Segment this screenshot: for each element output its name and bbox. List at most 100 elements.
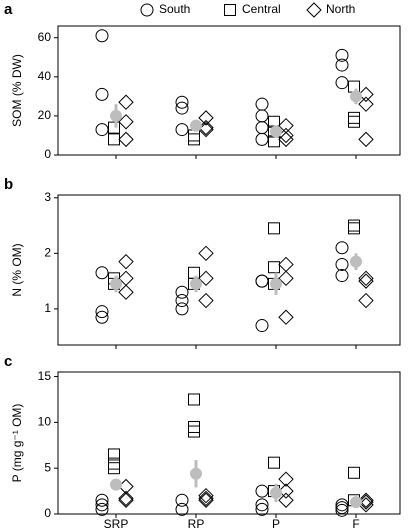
data-point xyxy=(255,109,269,123)
data-point xyxy=(118,94,134,110)
data-point xyxy=(348,222,360,235)
mean-point xyxy=(350,255,362,268)
mean-point xyxy=(190,467,202,480)
data-point xyxy=(175,285,189,299)
data-point xyxy=(335,257,349,271)
data-point xyxy=(358,131,374,148)
data-point xyxy=(335,501,349,515)
data-point xyxy=(198,245,214,262)
data-point xyxy=(358,270,374,287)
data-point xyxy=(118,131,134,148)
data-point xyxy=(255,498,269,512)
data-point xyxy=(358,492,374,508)
data-point xyxy=(278,483,294,499)
y-tick-label: 5 xyxy=(44,460,51,474)
y-tick-label: 2 xyxy=(44,246,51,260)
data-point xyxy=(198,110,214,126)
mean-point xyxy=(270,125,282,138)
data-point xyxy=(255,132,269,146)
y-tick-label: 0 xyxy=(44,147,51,161)
data-point xyxy=(175,493,189,507)
y-tick-label: 20 xyxy=(38,108,52,122)
data-point xyxy=(188,420,200,433)
plot-frame xyxy=(57,371,401,515)
data-point xyxy=(198,270,214,287)
data-point xyxy=(198,490,214,507)
data-point xyxy=(335,58,349,72)
data-point xyxy=(255,484,269,498)
data-point xyxy=(175,101,189,115)
data-point xyxy=(188,393,200,406)
data-point xyxy=(188,129,200,142)
data-point xyxy=(268,456,280,469)
legend-marker xyxy=(306,2,322,18)
legend-marker xyxy=(224,4,236,16)
data-point xyxy=(348,466,360,479)
data-point xyxy=(348,111,360,124)
plot-frame xyxy=(57,25,401,156)
y-tick-label: 10 xyxy=(38,415,52,429)
data-point xyxy=(175,95,189,109)
data-point xyxy=(335,48,349,62)
data-point xyxy=(108,462,120,475)
y-tick-label: 1 xyxy=(44,301,51,315)
plot-frame xyxy=(57,194,401,346)
data-point xyxy=(95,123,109,137)
x-tick-label: RP xyxy=(188,517,205,529)
data-point xyxy=(188,425,200,438)
data-point xyxy=(278,309,294,325)
data-point xyxy=(358,86,374,103)
x-tick-label: P xyxy=(272,517,280,529)
data-point xyxy=(255,319,269,333)
data-point xyxy=(278,131,294,148)
mean-point xyxy=(350,496,362,509)
data-point xyxy=(95,87,109,101)
y-tick-label: 60 xyxy=(38,30,52,44)
data-point xyxy=(188,133,200,146)
data-point xyxy=(198,487,214,504)
data-point xyxy=(268,222,280,235)
data-point xyxy=(358,273,374,289)
legend-label: South xyxy=(159,2,190,16)
mean-point xyxy=(270,277,282,290)
data-point xyxy=(335,76,349,90)
data-point xyxy=(95,29,109,43)
mean-point xyxy=(190,119,202,132)
mean-point xyxy=(110,478,122,491)
data-point xyxy=(335,498,349,512)
data-point xyxy=(198,492,214,508)
data-point xyxy=(95,310,109,324)
data-point xyxy=(108,133,120,146)
y-tick-label: 15 xyxy=(38,369,52,383)
y-axis-label: N (% OM) xyxy=(10,243,24,296)
data-point xyxy=(335,503,349,517)
data-point xyxy=(255,502,269,516)
mean-point xyxy=(110,109,122,122)
mean-point xyxy=(270,486,282,499)
data-point xyxy=(95,498,109,512)
y-tick-label: 3 xyxy=(44,190,51,204)
data-point xyxy=(278,492,294,508)
mean-point xyxy=(110,277,122,290)
data-point xyxy=(175,302,189,316)
data-point xyxy=(268,261,280,274)
x-tick-label: SRP xyxy=(104,517,129,529)
data-point xyxy=(118,253,134,270)
data-point xyxy=(278,270,294,287)
data-point xyxy=(95,493,109,507)
data-point xyxy=(348,115,360,128)
data-point xyxy=(175,123,189,137)
data-point xyxy=(95,266,109,280)
data-point xyxy=(348,219,360,232)
data-point xyxy=(108,121,120,134)
data-point xyxy=(358,292,374,309)
data-point xyxy=(188,266,200,279)
data-point xyxy=(118,492,134,508)
data-point xyxy=(95,502,109,516)
data-point xyxy=(198,292,214,309)
panel-label: c xyxy=(4,353,12,370)
data-point xyxy=(95,305,109,319)
data-point xyxy=(175,294,189,308)
data-point xyxy=(255,274,269,288)
legend-label: North xyxy=(326,2,355,16)
